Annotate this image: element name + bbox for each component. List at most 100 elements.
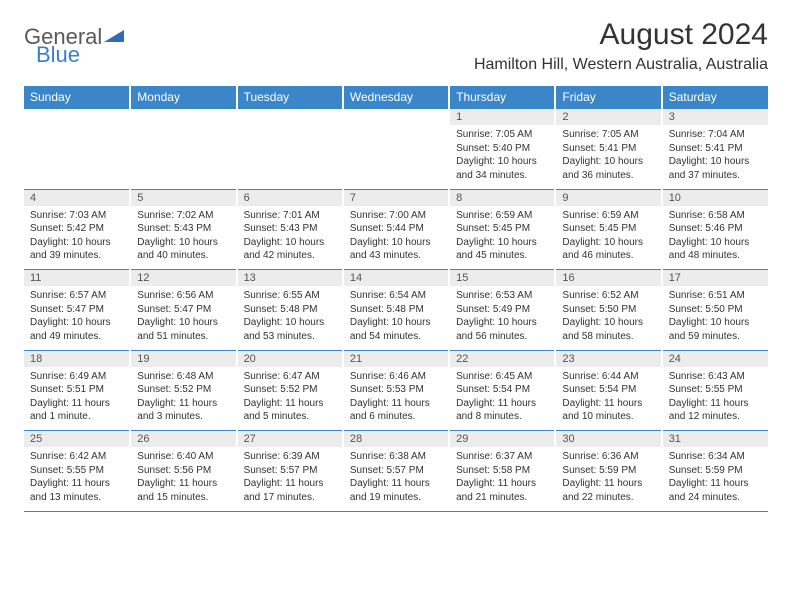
day-cell: Sunrise: 6:52 AMSunset: 5:50 PMDaylight:… — [555, 286, 661, 350]
day-cell: Sunrise: 6:48 AMSunset: 5:52 PMDaylight:… — [130, 367, 236, 431]
sunrise-text: Sunrise: 6:45 AM — [456, 370, 548, 384]
day-header: Sunday — [24, 86, 130, 109]
day-header: Tuesday — [237, 86, 343, 109]
day-cell: Sunrise: 6:45 AMSunset: 5:54 PMDaylight:… — [449, 367, 555, 431]
day-header: Friday — [555, 86, 661, 109]
sunset-text: Sunset: 5:50 PM — [669, 303, 762, 317]
day-cell: Sunrise: 6:46 AMSunset: 5:53 PMDaylight:… — [343, 367, 449, 431]
sunset-text: Sunset: 5:52 PM — [137, 383, 229, 397]
day-number: 30 — [555, 431, 661, 448]
sunset-text: Sunset: 5:59 PM — [669, 464, 762, 478]
day-cell — [237, 125, 343, 189]
daylight-text: Daylight: 10 hours and 56 minutes. — [456, 316, 548, 343]
sunset-text: Sunset: 5:48 PM — [244, 303, 336, 317]
logo-triangle-icon — [104, 24, 124, 50]
daylight-text: Daylight: 11 hours and 15 minutes. — [137, 477, 229, 504]
sunrise-text: Sunrise: 6:56 AM — [137, 289, 229, 303]
day-number: 12 — [130, 270, 236, 287]
content-row: Sunrise: 7:05 AMSunset: 5:40 PMDaylight:… — [24, 125, 768, 189]
sunset-text: Sunset: 5:53 PM — [350, 383, 442, 397]
daylight-text: Daylight: 11 hours and 8 minutes. — [456, 397, 548, 424]
day-cell: Sunrise: 6:49 AMSunset: 5:51 PMDaylight:… — [24, 367, 130, 431]
daylight-text: Daylight: 10 hours and 59 minutes. — [669, 316, 762, 343]
day-number: 28 — [343, 431, 449, 448]
daylight-text: Daylight: 11 hours and 3 minutes. — [137, 397, 229, 424]
day-cell: Sunrise: 6:36 AMSunset: 5:59 PMDaylight:… — [555, 447, 661, 511]
day-cell: Sunrise: 7:05 AMSunset: 5:40 PMDaylight:… — [449, 125, 555, 189]
daylight-text: Daylight: 10 hours and 45 minutes. — [456, 236, 548, 263]
sunset-text: Sunset: 5:57 PM — [350, 464, 442, 478]
day-number: 31 — [662, 431, 768, 448]
day-number — [130, 109, 236, 126]
sunrise-text: Sunrise: 6:58 AM — [669, 209, 762, 223]
sunrise-text: Sunrise: 6:52 AM — [562, 289, 654, 303]
title-block: August 2024 Hamilton Hill, Western Austr… — [474, 18, 768, 74]
daylight-text: Daylight: 10 hours and 36 minutes. — [562, 155, 654, 182]
daylight-text: Daylight: 10 hours and 51 minutes. — [137, 316, 229, 343]
sunrise-text: Sunrise: 6:38 AM — [350, 450, 442, 464]
day-number: 19 — [130, 350, 236, 367]
sunrise-text: Sunrise: 6:46 AM — [350, 370, 442, 384]
day-cell: Sunrise: 6:58 AMSunset: 5:46 PMDaylight:… — [662, 206, 768, 270]
daylight-text: Daylight: 10 hours and 37 minutes. — [669, 155, 762, 182]
day-cell — [24, 125, 130, 189]
day-cell: Sunrise: 6:44 AMSunset: 5:54 PMDaylight:… — [555, 367, 661, 431]
day-number: 4 — [24, 189, 130, 206]
day-header: Saturday — [662, 86, 768, 109]
sunset-text: Sunset: 5:47 PM — [137, 303, 229, 317]
day-cell: Sunrise: 6:53 AMSunset: 5:49 PMDaylight:… — [449, 286, 555, 350]
day-header: Monday — [130, 86, 236, 109]
day-cell: Sunrise: 6:43 AMSunset: 5:55 PMDaylight:… — [662, 367, 768, 431]
sunrise-text: Sunrise: 7:05 AM — [456, 128, 548, 142]
day-cell: Sunrise: 6:59 AMSunset: 5:45 PMDaylight:… — [555, 206, 661, 270]
day-number: 13 — [237, 270, 343, 287]
sunset-text: Sunset: 5:46 PM — [669, 222, 762, 236]
daylight-text: Daylight: 10 hours and 43 minutes. — [350, 236, 442, 263]
daylight-text: Daylight: 11 hours and 13 minutes. — [30, 477, 123, 504]
daylight-text: Daylight: 10 hours and 54 minutes. — [350, 316, 442, 343]
sunrise-text: Sunrise: 7:00 AM — [350, 209, 442, 223]
day-cell: Sunrise: 7:00 AMSunset: 5:44 PMDaylight:… — [343, 206, 449, 270]
day-cell: Sunrise: 7:01 AMSunset: 5:43 PMDaylight:… — [237, 206, 343, 270]
day-cell: Sunrise: 7:04 AMSunset: 5:41 PMDaylight:… — [662, 125, 768, 189]
location: Hamilton Hill, Western Australia, Austra… — [474, 56, 768, 74]
sunrise-text: Sunrise: 6:34 AM — [669, 450, 762, 464]
day-cell — [343, 125, 449, 189]
day-number — [343, 109, 449, 126]
day-number: 15 — [449, 270, 555, 287]
daylight-text: Daylight: 11 hours and 6 minutes. — [350, 397, 442, 424]
sunset-text: Sunset: 5:41 PM — [669, 142, 762, 156]
sunset-text: Sunset: 5:47 PM — [30, 303, 123, 317]
day-number: 5 — [130, 189, 236, 206]
daynum-row: 25262728293031 — [24, 431, 768, 448]
sunset-text: Sunset: 5:54 PM — [456, 383, 548, 397]
sunrise-text: Sunrise: 6:59 AM — [562, 209, 654, 223]
sunset-text: Sunset: 5:42 PM — [30, 222, 123, 236]
day-number: 8 — [449, 189, 555, 206]
daylight-text: Daylight: 10 hours and 40 minutes. — [137, 236, 229, 263]
sunset-text: Sunset: 5:59 PM — [562, 464, 654, 478]
sunrise-text: Sunrise: 6:44 AM — [562, 370, 654, 384]
day-number: 23 — [555, 350, 661, 367]
content-row: Sunrise: 6:49 AMSunset: 5:51 PMDaylight:… — [24, 367, 768, 431]
sunset-text: Sunset: 5:55 PM — [30, 464, 123, 478]
day-number — [237, 109, 343, 126]
daylight-text: Daylight: 11 hours and 10 minutes. — [562, 397, 654, 424]
sunrise-text: Sunrise: 6:40 AM — [137, 450, 229, 464]
sunrise-text: Sunrise: 6:39 AM — [244, 450, 336, 464]
daylight-text: Daylight: 10 hours and 58 minutes. — [562, 316, 654, 343]
day-number: 21 — [343, 350, 449, 367]
day-number: 29 — [449, 431, 555, 448]
day-cell: Sunrise: 6:47 AMSunset: 5:52 PMDaylight:… — [237, 367, 343, 431]
sunset-text: Sunset: 5:56 PM — [137, 464, 229, 478]
day-cell: Sunrise: 6:51 AMSunset: 5:50 PMDaylight:… — [662, 286, 768, 350]
sunset-text: Sunset: 5:52 PM — [244, 383, 336, 397]
day-number: 6 — [237, 189, 343, 206]
day-header-row: Sunday Monday Tuesday Wednesday Thursday… — [24, 86, 768, 109]
content-row: Sunrise: 6:42 AMSunset: 5:55 PMDaylight:… — [24, 447, 768, 511]
day-number: 14 — [343, 270, 449, 287]
sunset-text: Sunset: 5:57 PM — [244, 464, 336, 478]
sunset-text: Sunset: 5:50 PM — [562, 303, 654, 317]
daylight-text: Daylight: 10 hours and 53 minutes. — [244, 316, 336, 343]
day-number: 25 — [24, 431, 130, 448]
